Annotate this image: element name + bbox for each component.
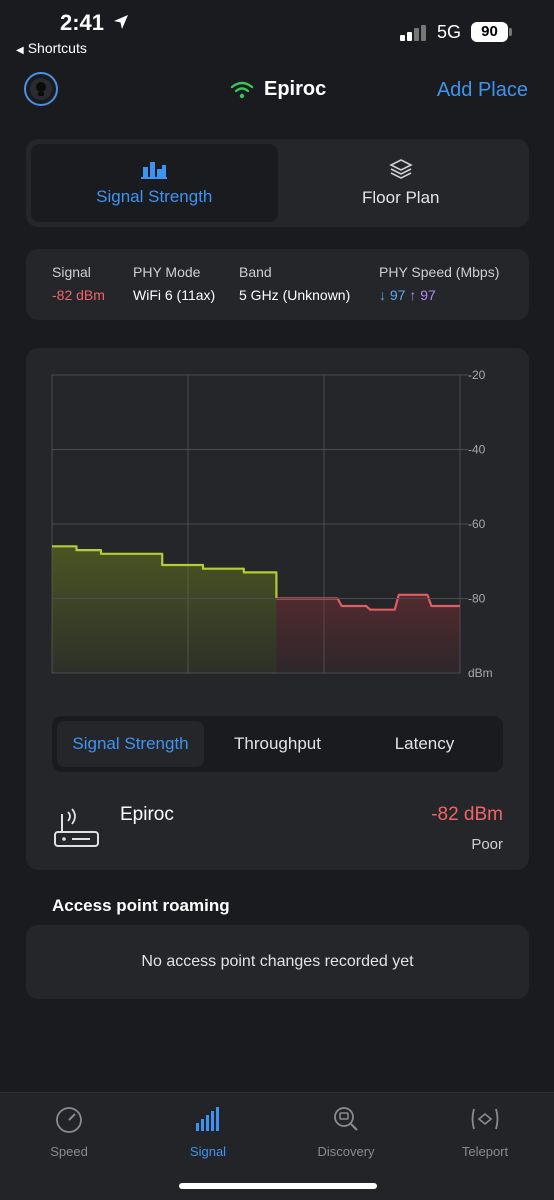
chart-y-tick-label: -80: [468, 592, 486, 606]
access-point-row[interactable]: Epiroc -82 dBm Poor: [52, 800, 503, 860]
chart-y-unit-label: dBm: [468, 666, 493, 680]
tab-discovery-label: Discovery: [317, 1144, 375, 1159]
signal-bars-icon: [141, 162, 168, 179]
teleport-icon: [471, 1108, 499, 1130]
floor-plan-view-button[interactable]: Floor Plan: [278, 144, 525, 222]
battery-indicator: 90: [471, 22, 508, 42]
tab-latency[interactable]: Latency: [394, 734, 455, 753]
chart-line-poor: [276, 593, 460, 611]
signal-strength-chart: -20 -40 -60 -80 dBm: [51, 368, 493, 680]
tab-speed[interactable]: Speed: [19, 1105, 119, 1159]
speedometer-icon: [56, 1107, 82, 1133]
back-label: Shortcuts: [27, 40, 87, 56]
download-speed: 97: [389, 287, 406, 303]
tab-signal-strength[interactable]: Signal Strength: [57, 721, 204, 767]
tab-teleport-label: Teleport: [461, 1144, 509, 1159]
discovery-icon: [334, 1107, 358, 1131]
signal-info: Signal -82 dBm: [52, 264, 105, 303]
signal-label: Signal: [52, 264, 91, 280]
battery-tip: [509, 28, 512, 36]
phy-mode-label: PHY Mode: [133, 264, 201, 280]
status-bar: 2:41 ◀ Shortcuts 5G 90: [0, 0, 554, 64]
back-triangle-icon: ◀: [16, 45, 24, 56]
tab-discovery[interactable]: Discovery: [296, 1105, 396, 1159]
roaming-section-title: Access point roaming: [52, 896, 230, 915]
chart-y-tick-label: -40: [468, 443, 486, 457]
router-icon: [54, 808, 99, 847]
chart-y-tick-label: -20: [468, 368, 486, 382]
access-point-name: Epiroc: [120, 804, 174, 825]
profile-avatar[interactable]: [24, 72, 58, 106]
signal-bars-icon: [196, 1107, 219, 1131]
view-switcher: Signal Strength Floor Plan: [26, 139, 529, 227]
access-point-quality: Poor: [471, 836, 503, 853]
status-time: 2:41: [60, 10, 105, 35]
signal-chart-card: -20 -40 -60 -80 dBm Signal Strength Throughp…: [26, 348, 529, 870]
tab-speed-label: Speed: [50, 1144, 88, 1159]
tab-teleport[interactable]: Teleport: [435, 1105, 535, 1159]
phy-speed-label: PHY Speed (Mbps): [379, 264, 500, 280]
band-value: 5 GHz (Unknown): [239, 287, 351, 303]
phy-mode-info: PHY Mode WiFi 6 (11ax): [133, 264, 215, 303]
signal-value: -82 dBm: [52, 287, 105, 303]
current-network: Epiroc: [230, 78, 326, 101]
signal-strength-view-button[interactable]: Signal Strength: [31, 144, 278, 222]
cellular-signal-icon: [400, 25, 426, 41]
network-type: 5G: [437, 22, 462, 42]
tab-signal[interactable]: Signal: [158, 1105, 258, 1159]
band-label: Band: [239, 264, 272, 280]
chart-area-poor: [276, 594, 460, 673]
wifi-icon: [230, 81, 254, 98]
chart-area-good: [52, 546, 277, 673]
phy-speed-values: ↓ 97 ↑ 97: [379, 287, 499, 303]
location-arrow-icon: [114, 15, 128, 29]
floor-plan-view-label: Floor Plan: [362, 188, 440, 207]
phy-mode-value: WiFi 6 (11ax): [133, 287, 216, 303]
back-to-shortcuts[interactable]: ◀ Shortcuts: [16, 40, 87, 56]
metric-tabs: Signal Strength Throughput Latency: [52, 716, 503, 772]
roaming-empty-message: No access point changes recorded yet: [141, 953, 414, 970]
chart-y-tick-label: -60: [468, 517, 486, 531]
tab-throughput[interactable]: Throughput: [234, 734, 321, 753]
band-info: Band 5 GHz (Unknown): [239, 264, 350, 303]
download-arrow-icon: ↓: [379, 287, 386, 303]
top-header: Epiroc Add Place: [0, 70, 554, 110]
upload-arrow-icon: ↑: [409, 287, 417, 303]
home-indicator: [179, 1183, 377, 1189]
connection-info-card: Signal -82 dBm PHY Mode WiFi 6 (11ax) Ba…: [26, 249, 529, 320]
roaming-empty-card: No access point changes recorded yet: [26, 925, 529, 999]
signal-strength-view-label: Signal Strength: [96, 187, 213, 206]
chart-line-good: [52, 545, 278, 599]
access-point-dbm: -82 dBm: [431, 804, 503, 825]
profile-icon: [30, 78, 52, 100]
layers-icon: [388, 159, 413, 179]
network-name: Epiroc: [264, 78, 327, 100]
tab-signal-label: Signal: [189, 1144, 227, 1159]
bottom-tab-bar: Speed Signal Discovery Teleport: [0, 1092, 554, 1200]
upload-speed: 97: [420, 287, 436, 303]
add-place-button[interactable]: Add Place: [436, 79, 528, 101]
phy-speed-info: PHY Speed (Mbps) ↓ 97 ↑ 97: [379, 264, 499, 303]
